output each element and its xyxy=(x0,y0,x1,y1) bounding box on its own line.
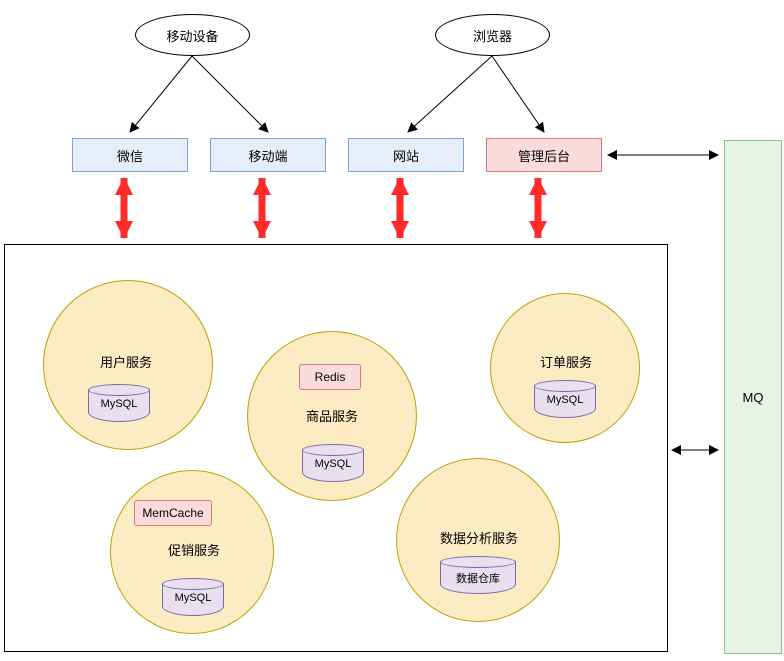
database-label: MySQL xyxy=(88,398,150,410)
black-arrow-0 xyxy=(130,56,192,132)
database-top xyxy=(162,578,224,590)
mq-box: MQ xyxy=(724,140,782,654)
database-top xyxy=(440,556,516,568)
service-label-analytics-service: 数据分析服务 xyxy=(440,528,518,547)
database-db-promo: MySQL xyxy=(162,578,224,616)
black-arrow-3 xyxy=(492,56,544,132)
black-arrow-2 xyxy=(408,56,492,132)
client-box-admin: 管理后台 xyxy=(486,138,602,172)
client-box-website: 网站 xyxy=(348,138,464,172)
ellipse-mobile-device: 移动设备 xyxy=(135,14,250,56)
cache-box-redis: Redis xyxy=(299,364,361,390)
service-label-order-service: 订单服务 xyxy=(540,352,592,371)
database-top xyxy=(88,384,150,396)
database-label: MySQL xyxy=(302,458,364,470)
service-label-user-service: 用户服务 xyxy=(100,352,152,371)
database-db-order: MySQL xyxy=(534,380,596,418)
database-db-product: MySQL xyxy=(302,444,364,482)
diagram-stage: MySQL MySQL MySQL MySQL 数据仓库 Redis MemCache 用户服… xyxy=(0,0,784,661)
database-label: MySQL xyxy=(162,592,224,604)
database-top xyxy=(302,444,364,456)
client-box-mobile: 移动端 xyxy=(210,138,326,172)
ellipse-browser: 浏览器 xyxy=(435,14,550,56)
service-label-promo-service: 促销服务 xyxy=(168,540,220,559)
database-db-user: MySQL xyxy=(88,384,150,422)
black-arrow-1 xyxy=(192,56,268,132)
client-box-wechat: 微信 xyxy=(72,138,188,172)
database-label: 数据仓库 xyxy=(440,570,516,586)
database-label: MySQL xyxy=(534,394,596,406)
database-top xyxy=(534,380,596,392)
cache-box-memcache: MemCache xyxy=(134,500,212,526)
service-label-product-service: 商品服务 xyxy=(306,406,358,425)
database-db-analytics: 数据仓库 xyxy=(440,556,516,594)
